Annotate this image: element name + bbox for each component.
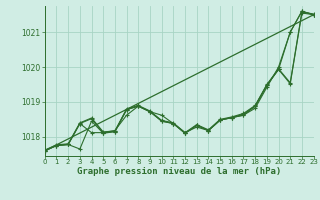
X-axis label: Graphe pression niveau de la mer (hPa): Graphe pression niveau de la mer (hPa) [77, 167, 281, 176]
